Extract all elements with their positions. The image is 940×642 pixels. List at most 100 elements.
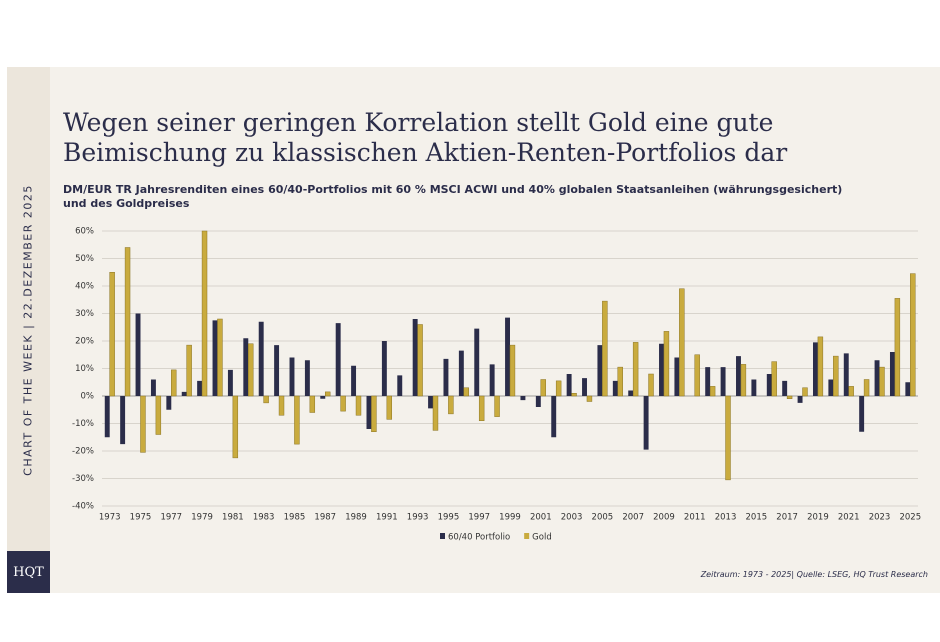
bar [632, 342, 639, 397]
x-tick-label: 2015 [746, 513, 768, 523]
bar [150, 379, 156, 396]
chart-title: Wegen seiner geringen Korrelation stellt… [63, 108, 788, 167]
bar [612, 380, 618, 396]
bar [740, 364, 747, 397]
bar [833, 355, 839, 397]
x-tick-label: 1973 [99, 513, 121, 523]
bar [848, 386, 854, 397]
x-tick-label: 1979 [191, 513, 213, 523]
bar [894, 298, 901, 397]
bar [366, 396, 372, 429]
bar [124, 247, 131, 397]
bar [274, 345, 280, 396]
bar [509, 344, 516, 397]
bar [802, 387, 808, 397]
y-tick-label: 40% [75, 282, 94, 292]
bar [786, 395, 793, 399]
x-tick-label: 2023 [869, 513, 891, 523]
bar [278, 395, 285, 416]
bar [104, 396, 110, 438]
bar [309, 395, 316, 413]
bar [843, 353, 849, 396]
bar [863, 379, 870, 397]
x-tick-label: 1993 [407, 513, 429, 523]
bar [463, 387, 469, 397]
x-tick-label: 1997 [468, 513, 490, 523]
bar [243, 338, 249, 396]
y-tick-label: 0% [81, 392, 95, 402]
bar [797, 396, 803, 403]
bar [771, 361, 777, 397]
legend-label: 60/40 Portfolio [448, 533, 510, 543]
bar [705, 367, 711, 396]
bar [294, 395, 300, 445]
bar [617, 366, 623, 397]
bar [432, 395, 439, 431]
y-tick-label: -40% [72, 502, 94, 512]
legend-label: Gold [532, 533, 552, 543]
x-tick-label: 1999 [499, 513, 521, 523]
x-tick-label: 2025 [899, 513, 921, 523]
bar [448, 395, 454, 415]
bar [417, 324, 423, 397]
bar [412, 319, 418, 396]
bar [586, 395, 593, 402]
bar [155, 395, 162, 435]
legend-swatch [524, 533, 530, 539]
legend-swatch [440, 533, 445, 539]
bar [582, 378, 587, 396]
bar [725, 395, 731, 481]
x-tick-label: 2005 [592, 513, 614, 523]
bar [674, 357, 680, 396]
bar [566, 374, 572, 396]
x-tick-label: 2019 [807, 513, 829, 523]
bar [540, 379, 546, 397]
bar [828, 379, 834, 396]
y-tick-label: 30% [75, 309, 94, 319]
bar [443, 358, 449, 396]
bar [304, 360, 310, 396]
x-tick-label: 2007 [622, 513, 644, 523]
y-tick-label: -10% [72, 419, 94, 429]
bar [628, 390, 634, 396]
y-tick-label: 50% [75, 254, 94, 264]
bar [478, 395, 485, 421]
bar [679, 288, 685, 397]
bar [355, 395, 362, 416]
bar [335, 323, 341, 396]
bar [648, 373, 654, 397]
bar [371, 395, 377, 432]
bar [520, 396, 526, 401]
bar [186, 344, 192, 397]
bar [386, 395, 393, 420]
bar [555, 380, 562, 397]
bar [663, 331, 670, 397]
bar [397, 375, 403, 396]
bar [289, 357, 295, 396]
bar [135, 313, 141, 396]
x-tick-label: 2001 [530, 513, 552, 523]
bar [505, 317, 510, 396]
x-tick-label: 1995 [438, 513, 460, 523]
bar [494, 395, 500, 417]
bar [201, 230, 208, 397]
bar [766, 374, 772, 396]
bar [263, 395, 269, 404]
y-tick-label: -30% [72, 474, 94, 484]
source-note: Zeitraum: 1973 - 2025| Quelle: LSEG, HQ … [700, 570, 928, 579]
x-tick-label: 2011 [684, 513, 706, 523]
y-tick-label: 20% [75, 337, 94, 347]
bar [340, 395, 346, 412]
bar [109, 272, 115, 397]
bar [905, 382, 911, 396]
x-tick-label: 1991 [376, 513, 398, 523]
bar [428, 396, 434, 409]
bar [720, 367, 726, 396]
bar [879, 366, 885, 397]
bar [232, 395, 239, 459]
bar [751, 379, 757, 396]
logo: HQT [7, 551, 50, 593]
x-tick-label: 1981 [222, 513, 244, 523]
